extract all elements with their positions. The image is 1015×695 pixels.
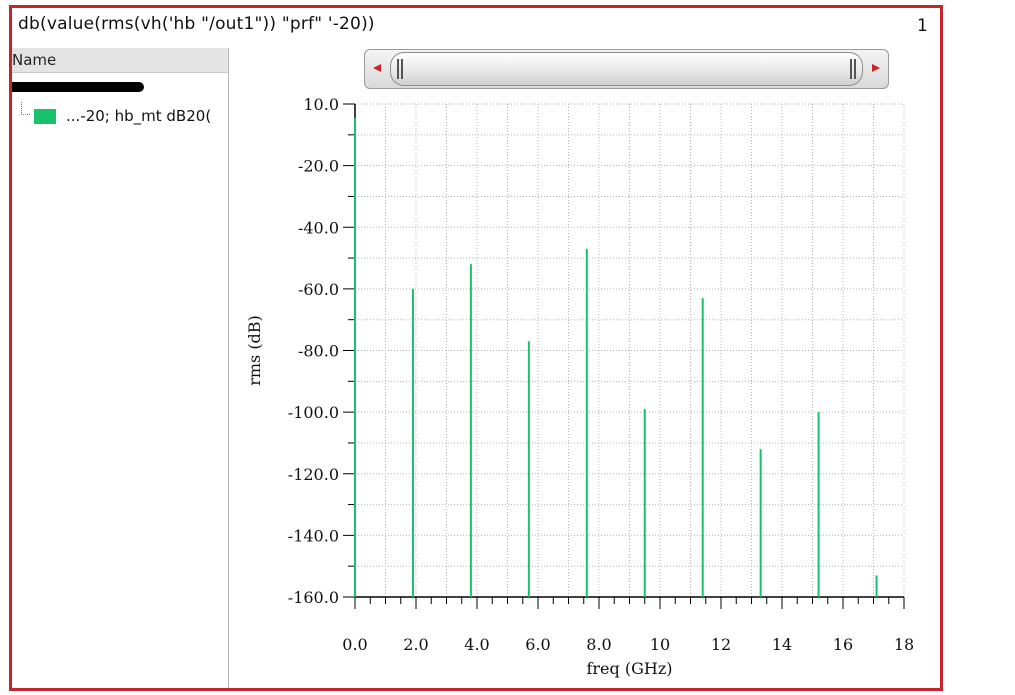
scrollbar-thumb[interactable] [390, 52, 863, 86]
x-tick-label: 0.0 [342, 635, 367, 654]
trace-color-swatch[interactable] [34, 109, 56, 124]
x-axis-label: freq (GHz) [586, 659, 672, 678]
x-zoom-scrollbar[interactable] [364, 45, 889, 93]
y-axis-label: rms (dB) [245, 315, 264, 386]
x-tick-label: 12 [711, 635, 731, 654]
x-tick-label: 2.0 [403, 635, 428, 654]
y-tick-label: 10.0 [303, 95, 339, 114]
subwindow-number: 1 [917, 16, 928, 36]
x-tick-label: 4.0 [464, 635, 489, 654]
y-tick-label: -160.0 [288, 588, 339, 607]
trace-legend-panel: Name ...-20; hb_mt dB20( [12, 48, 229, 688]
grip-left-icon[interactable] [397, 59, 403, 79]
spectrum-chart[interactable]: 10.0-20.0-40.0-60.0-80.0-100.0-120.0-140… [12, 8, 940, 688]
y-tick-label: -140.0 [288, 526, 339, 545]
y-tick-label: -100.0 [288, 403, 339, 422]
y-tick-label: -80.0 [298, 342, 339, 361]
y-tick-label: -60.0 [298, 280, 339, 299]
x-tick-label: 8.0 [586, 635, 611, 654]
grip-right-icon[interactable] [850, 59, 856, 79]
y-tick-label: -120.0 [288, 465, 339, 484]
tree-connector [21, 102, 30, 115]
x-tick-label: 18 [894, 635, 914, 654]
x-tick-label: 6.0 [525, 635, 550, 654]
x-tick-label: 14 [772, 635, 792, 654]
redacted-label [12, 82, 144, 92]
waveform-window: db(value(rms(vh('hb "/out1")) "prf" '-20… [9, 5, 943, 691]
y-tick-label: -40.0 [298, 218, 339, 237]
legend-name-header[interactable]: Name [12, 48, 228, 73]
arrow-right-icon[interactable] [869, 55, 883, 81]
expression-title: db(value(rms(vh('hb "/out1")) "prf" '-20… [18, 14, 375, 34]
arrow-left-icon[interactable] [370, 55, 384, 81]
trace-label[interactable]: ...-20; hb_mt dB20( [66, 107, 212, 125]
x-tick-label: 16 [833, 635, 853, 654]
y-tick-label: -20.0 [298, 157, 339, 176]
x-tick-label: 10 [650, 635, 670, 654]
